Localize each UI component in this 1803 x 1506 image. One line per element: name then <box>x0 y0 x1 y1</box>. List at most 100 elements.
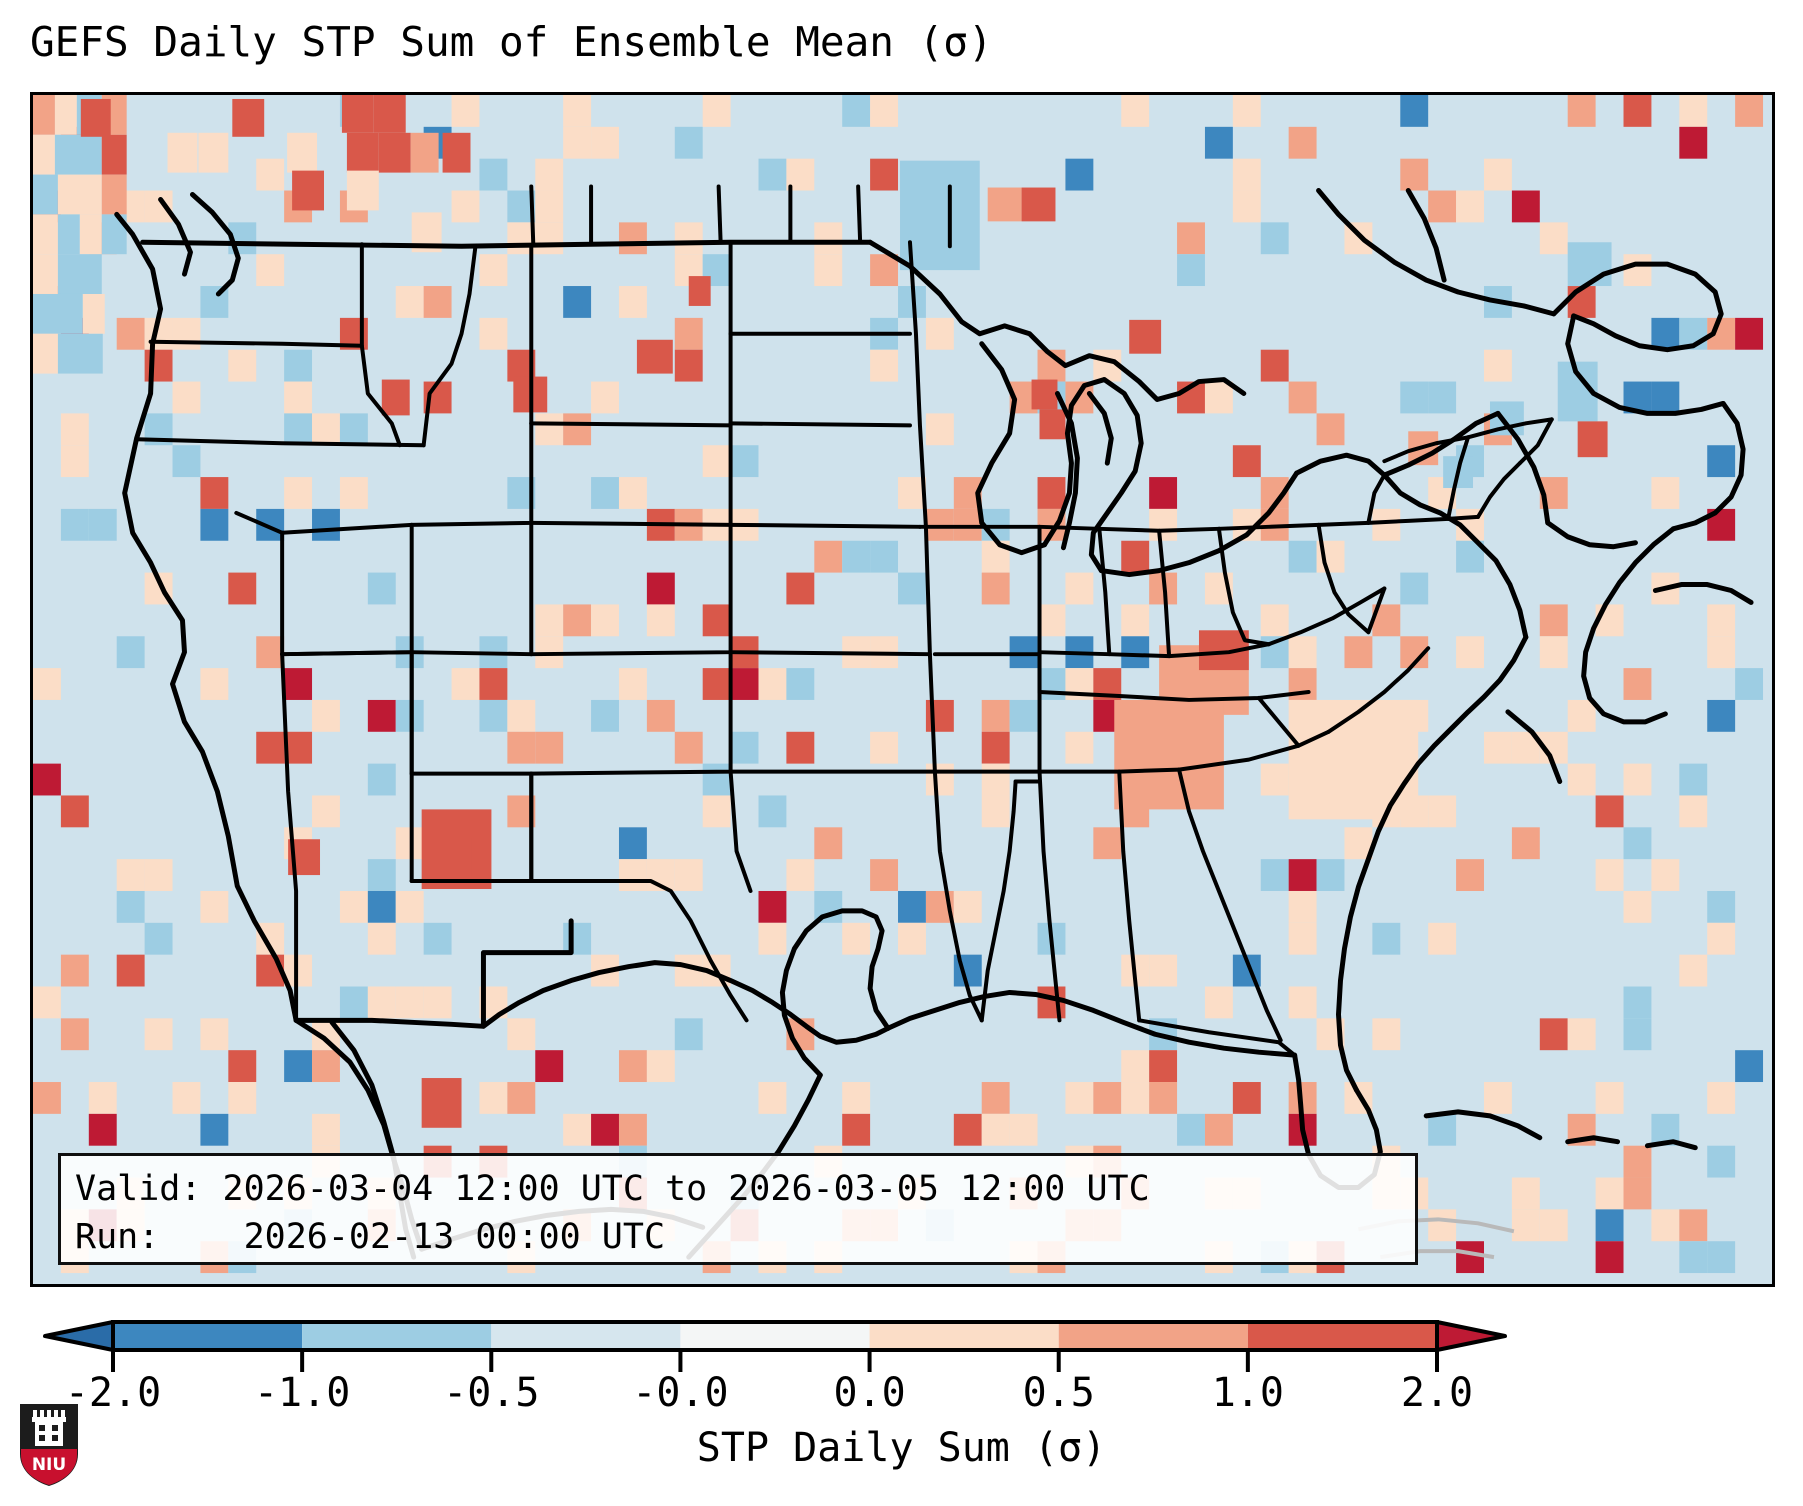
anomaly-cell <box>60 508 89 541</box>
anomaly-cell <box>200 1018 229 1051</box>
anomaly-cell <box>33 668 61 700</box>
anomaly-cell <box>1456 190 1484 223</box>
anomaly-cell <box>1021 187 1056 222</box>
anomaly-cell <box>312 795 340 828</box>
anomaly-cell <box>1260 859 1289 891</box>
anomaly-cell <box>1539 604 1568 637</box>
anomaly-cell <box>57 333 103 374</box>
anomaly-cell <box>1232 445 1261 478</box>
anomaly-cell <box>1288 126 1317 159</box>
anomaly-cell <box>423 286 452 318</box>
anomaly-cell <box>1623 763 1652 796</box>
anomaly-cell <box>1651 381 1680 414</box>
anomaly-cell <box>378 132 411 173</box>
anomaly-cell <box>646 604 675 637</box>
anomaly-cell <box>198 132 229 173</box>
anomaly-cell <box>1260 222 1289 255</box>
anomaly-cell <box>1707 1241 1736 1274</box>
anomaly-cell <box>758 890 787 923</box>
anomaly-cell <box>1149 954 1178 987</box>
colorbar-band <box>1247 1322 1437 1350</box>
anomaly-cell <box>1623 95 1652 127</box>
anomaly-cell <box>870 540 899 573</box>
niu-banner-text: NIU <box>32 1455 66 1475</box>
anomaly-cell <box>1232 95 1261 127</box>
anomaly-cell <box>1149 477 1178 509</box>
anomaly-cell <box>1511 190 1540 223</box>
anomaly-cell <box>618 1113 647 1146</box>
anomaly-cell <box>1567 763 1596 796</box>
anomaly-cell <box>1288 986 1317 1019</box>
anomaly-cell <box>60 954 89 987</box>
anomaly-cell <box>451 190 480 223</box>
anomaly-cell <box>33 174 58 215</box>
anomaly-cell <box>1037 477 1066 509</box>
anomaly-cell <box>1288 540 1317 573</box>
anomaly-cell <box>82 293 105 334</box>
anomaly-cell <box>674 126 703 159</box>
state-boundary-layer <box>134 184 1554 1058</box>
anomaly-cell <box>758 158 787 191</box>
anomaly-cell <box>898 572 926 605</box>
anomaly-cell <box>1623 1177 1652 1210</box>
anomaly-cell <box>200 890 229 923</box>
anomaly-cell <box>367 986 396 1019</box>
anomaly-cell <box>730 445 759 478</box>
valid-time-text: Valid: 2026-03-04 12:00 UTC to 2026-03-0… <box>75 1169 1150 1209</box>
anomaly-cell <box>618 1050 647 1083</box>
anomaly-cell <box>535 158 564 191</box>
anomaly-cell <box>54 95 77 135</box>
anomaly-cell <box>60 413 89 446</box>
anomaly-cell <box>200 1113 229 1146</box>
anomaly-cell <box>1149 1082 1178 1114</box>
anomaly-cell <box>1595 1209 1624 1242</box>
anomaly-cell <box>367 763 396 796</box>
anomaly-cell <box>1065 731 1094 764</box>
anomaly-cell <box>57 254 102 294</box>
anomaly-cell <box>535 413 564 446</box>
anomaly-cell <box>1511 1209 1540 1242</box>
anomaly-cell <box>563 413 592 446</box>
anomaly-cell <box>395 986 424 1019</box>
anomaly-cell <box>1288 922 1317 955</box>
anomaly-cell <box>702 795 731 828</box>
anomaly-cell <box>674 1018 703 1051</box>
anomaly-cell <box>1483 1082 1512 1114</box>
anomaly-cell <box>200 508 229 541</box>
anomaly-cell <box>1260 763 1289 796</box>
anomaly-cell <box>842 1113 871 1146</box>
anomaly-cell <box>1651 1209 1680 1242</box>
anomaly-cell <box>730 668 759 700</box>
anomaly-cell <box>381 379 410 416</box>
anomaly-cell <box>1511 1177 1540 1210</box>
anomaly-cell <box>1539 1018 1568 1051</box>
anomaly-cell <box>1735 668 1764 700</box>
anomaly-cell <box>88 508 117 541</box>
anomaly-cell <box>925 508 954 541</box>
anomaly-cell <box>1204 126 1233 159</box>
anomaly-cell <box>507 1018 536 1051</box>
anomaly-cell <box>367 699 396 732</box>
anomaly-cell <box>1288 699 1419 820</box>
anomaly-cell <box>116 636 145 669</box>
anomaly-cell <box>1204 986 1233 1019</box>
anomaly-cell <box>535 222 564 255</box>
colorbar-tick-label: -0.5 <box>443 1370 540 1416</box>
anomaly-cell <box>33 763 61 796</box>
anomaly-cell <box>1679 95 1708 127</box>
anomaly-cell <box>1539 636 1568 669</box>
anomaly-cell <box>758 1082 787 1114</box>
anomaly-cell <box>284 381 313 414</box>
anomaly-cell <box>1623 827 1652 860</box>
anomaly-cell <box>421 1078 462 1128</box>
anomaly-cell <box>1735 317 1764 350</box>
colorbar-band <box>1058 1322 1248 1350</box>
anomaly-cell <box>758 668 787 700</box>
colorbar-extend-high <box>1435 1320 1507 1352</box>
colorbar-axis-label: STP Daily Sum (σ) <box>696 1425 1107 1471</box>
anomaly-cell <box>116 890 145 923</box>
anomaly-cell <box>1400 158 1429 191</box>
anomaly-cell <box>618 222 647 255</box>
colorbar-outline <box>111 1320 1439 1352</box>
anomaly-cell <box>618 286 647 318</box>
